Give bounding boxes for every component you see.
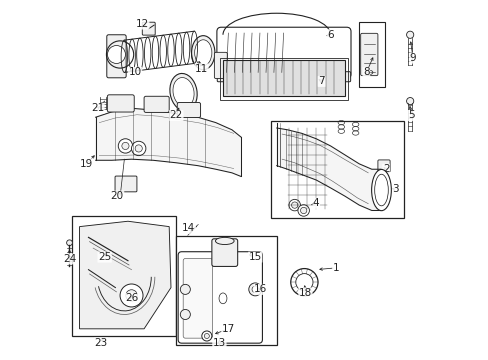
Ellipse shape <box>374 174 387 206</box>
FancyBboxPatch shape <box>106 35 126 78</box>
Circle shape <box>180 310 190 319</box>
Circle shape <box>131 141 145 156</box>
Polygon shape <box>96 108 241 176</box>
Text: 7: 7 <box>318 76 324 86</box>
FancyBboxPatch shape <box>377 160 389 172</box>
Circle shape <box>120 284 142 307</box>
FancyBboxPatch shape <box>211 239 237 266</box>
Circle shape <box>122 142 129 149</box>
Circle shape <box>295 274 312 291</box>
Text: 10: 10 <box>128 67 142 77</box>
Text: 1: 1 <box>332 263 339 273</box>
FancyBboxPatch shape <box>360 33 377 76</box>
Text: 25: 25 <box>98 252 111 262</box>
Text: 11: 11 <box>194 64 208 74</box>
Text: 18: 18 <box>298 288 311 298</box>
Text: 24: 24 <box>63 254 76 264</box>
Text: 6: 6 <box>326 30 333 40</box>
FancyBboxPatch shape <box>142 22 155 35</box>
Text: 13: 13 <box>212 338 225 348</box>
Text: 5: 5 <box>407 111 414 121</box>
FancyBboxPatch shape <box>217 27 350 78</box>
FancyBboxPatch shape <box>183 258 212 338</box>
Circle shape <box>406 31 413 39</box>
Text: 3: 3 <box>391 184 398 194</box>
FancyBboxPatch shape <box>217 72 350 82</box>
FancyBboxPatch shape <box>115 176 137 192</box>
Text: 23: 23 <box>94 338 107 348</box>
Polygon shape <box>276 128 380 211</box>
Text: 22: 22 <box>169 111 183 121</box>
Circle shape <box>288 199 300 211</box>
Circle shape <box>135 145 142 152</box>
Ellipse shape <box>191 36 214 70</box>
FancyBboxPatch shape <box>223 60 344 96</box>
Circle shape <box>251 286 258 293</box>
Ellipse shape <box>365 70 372 75</box>
Text: 12: 12 <box>135 19 149 29</box>
Text: 4: 4 <box>312 198 319 208</box>
Circle shape <box>406 98 413 105</box>
Polygon shape <box>80 221 171 329</box>
FancyBboxPatch shape <box>177 103 200 118</box>
Text: 16: 16 <box>253 284 267 294</box>
Circle shape <box>204 333 209 338</box>
Text: 20: 20 <box>110 191 123 201</box>
Bar <box>176 235 276 345</box>
Circle shape <box>297 205 309 216</box>
Text: 14: 14 <box>182 224 195 233</box>
Bar <box>271 121 403 218</box>
FancyBboxPatch shape <box>214 52 227 78</box>
Text: 21: 21 <box>91 103 104 113</box>
Text: 2: 2 <box>382 164 388 174</box>
Ellipse shape <box>371 170 390 211</box>
FancyBboxPatch shape <box>379 183 388 192</box>
Text: 17: 17 <box>221 324 235 334</box>
Text: 9: 9 <box>409 53 415 63</box>
Circle shape <box>291 202 297 208</box>
Circle shape <box>118 139 132 153</box>
Circle shape <box>180 284 190 294</box>
Circle shape <box>202 331 211 341</box>
Ellipse shape <box>173 77 194 107</box>
Ellipse shape <box>169 73 197 111</box>
Bar <box>72 216 175 336</box>
Circle shape <box>290 269 317 296</box>
Ellipse shape <box>215 237 234 244</box>
Text: 8: 8 <box>363 67 369 77</box>
Circle shape <box>300 207 306 213</box>
Circle shape <box>66 240 72 246</box>
Circle shape <box>125 290 137 301</box>
FancyBboxPatch shape <box>144 96 169 112</box>
Circle shape <box>107 45 125 63</box>
Circle shape <box>248 283 261 296</box>
FancyBboxPatch shape <box>178 252 262 343</box>
FancyBboxPatch shape <box>107 95 134 112</box>
Text: 15: 15 <box>248 252 262 262</box>
Text: 26: 26 <box>124 293 138 303</box>
Ellipse shape <box>194 40 211 66</box>
Text: 19: 19 <box>80 159 93 169</box>
Bar <box>359 22 384 87</box>
